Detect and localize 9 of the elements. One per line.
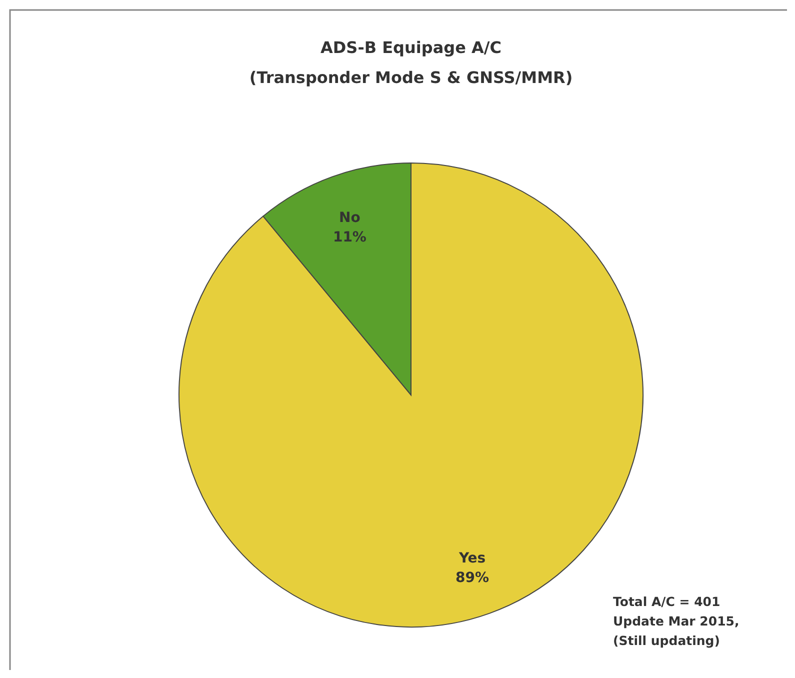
slice-label: No bbox=[339, 210, 361, 226]
data-label: 89% bbox=[456, 570, 490, 586]
chart-title: ADS-B Equipage A/C bbox=[320, 38, 502, 57]
slice-label: Yes bbox=[458, 550, 486, 566]
text: Update Mar 2015, bbox=[613, 613, 740, 628]
data-label: 11% bbox=[332, 230, 366, 246]
text: (Still updating) bbox=[613, 632, 720, 648]
chart-subtitle: (Transponder Mode S & GNSS/MMR) bbox=[249, 68, 573, 87]
text: Total A/C = 401 bbox=[613, 594, 720, 609]
